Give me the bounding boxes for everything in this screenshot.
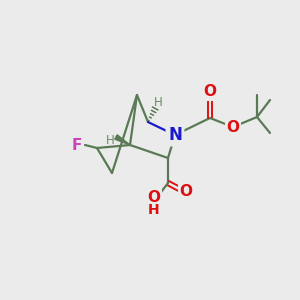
Text: H: H — [154, 95, 162, 109]
Text: O: O — [203, 85, 217, 100]
Text: N: N — [168, 126, 182, 144]
Text: H: H — [106, 134, 114, 148]
Polygon shape — [115, 135, 130, 145]
Text: F: F — [72, 137, 82, 152]
Text: H: H — [148, 203, 160, 217]
Text: O: O — [179, 184, 193, 200]
Text: O: O — [148, 190, 160, 206]
Text: O: O — [226, 121, 239, 136]
